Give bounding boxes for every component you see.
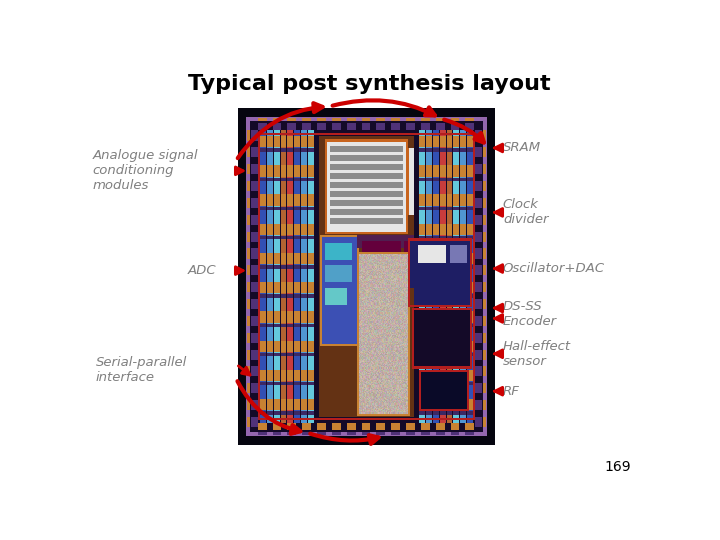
- Text: Oscillator+DAC: Oscillator+DAC: [503, 262, 605, 275]
- Text: 169: 169: [605, 461, 631, 474]
- Text: ADC: ADC: [188, 264, 216, 277]
- Text: DS-SS
Encoder: DS-SS Encoder: [503, 300, 557, 328]
- Text: Serial-parallel
interface: Serial-parallel interface: [96, 356, 186, 384]
- Text: Typical post synthesis layout: Typical post synthesis layout: [188, 73, 550, 93]
- Text: Clock
divider: Clock divider: [503, 198, 549, 226]
- Text: SRAM: SRAM: [503, 141, 541, 154]
- Text: Hall-effect
sensor: Hall-effect sensor: [503, 340, 571, 368]
- Text: RF: RF: [503, 384, 520, 397]
- Text: Analogue signal
conditioning
modules: Analogue signal conditioning modules: [93, 150, 198, 192]
